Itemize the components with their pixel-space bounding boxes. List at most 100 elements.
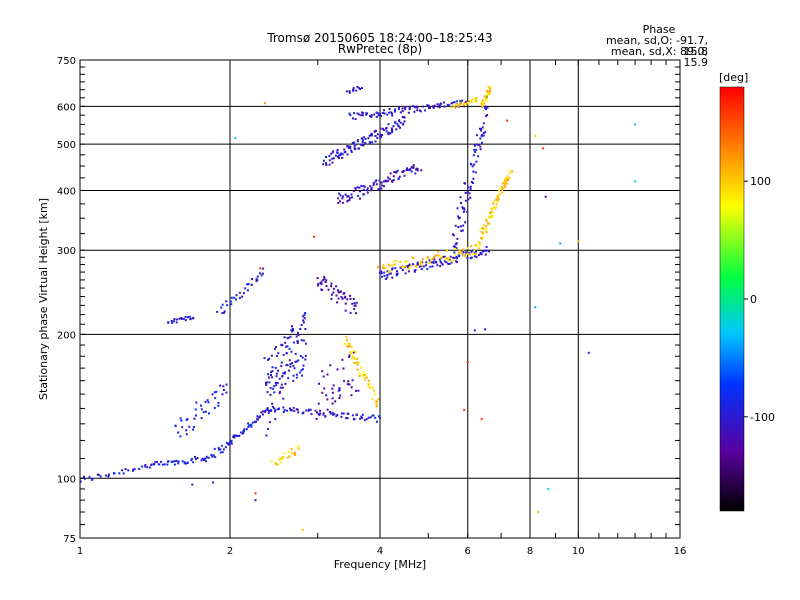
data-point — [375, 403, 378, 406]
data-point — [328, 163, 331, 166]
data-point — [301, 368, 304, 371]
data-point — [414, 264, 417, 267]
data-point — [344, 150, 347, 153]
data-point — [458, 216, 461, 219]
data-point — [350, 149, 353, 152]
data-point — [278, 458, 281, 461]
data-point — [191, 483, 194, 486]
data-point — [279, 457, 282, 460]
data-point — [506, 119, 509, 122]
data-point — [434, 254, 437, 257]
data-point — [391, 130, 394, 133]
data-point — [268, 357, 270, 360]
data-point — [320, 282, 323, 285]
data-point — [385, 180, 388, 183]
data-point — [219, 448, 222, 451]
data-point — [349, 297, 352, 300]
data-point — [335, 415, 338, 418]
data-point — [343, 148, 346, 151]
data-point — [458, 252, 460, 255]
data-point — [442, 255, 445, 258]
data-point — [326, 398, 329, 401]
data-point — [238, 291, 241, 294]
data-point — [322, 412, 325, 415]
data-point — [271, 366, 274, 369]
data-point — [190, 458, 193, 461]
data-point — [473, 248, 476, 251]
data-point — [167, 321, 170, 324]
data-point — [390, 129, 393, 132]
data-point — [386, 270, 389, 273]
data-point — [383, 271, 386, 274]
y-tick-label: 400 — [57, 186, 76, 197]
data-point — [388, 272, 391, 275]
data-point — [435, 261, 438, 264]
data-point — [349, 351, 352, 353]
data-point — [484, 105, 487, 108]
data-point — [266, 391, 269, 394]
data-point — [220, 306, 223, 309]
data-point — [180, 317, 183, 320]
data-point — [332, 291, 335, 294]
data-point — [491, 215, 494, 218]
data-point — [331, 293, 333, 296]
data-point — [501, 191, 504, 194]
data-point — [353, 357, 356, 360]
data-point — [193, 417, 196, 420]
data-point — [229, 300, 232, 303]
data-point — [544, 195, 547, 198]
data-point — [460, 251, 463, 253]
data-point — [280, 383, 283, 386]
data-point — [335, 294, 338, 297]
data-point — [322, 279, 325, 281]
data-point — [336, 149, 339, 151]
data-point — [184, 462, 187, 465]
data-point — [263, 357, 266, 359]
data-point — [307, 408, 310, 411]
data-point — [346, 345, 349, 348]
data-point — [404, 272, 407, 275]
data-point — [266, 427, 269, 430]
data-point — [437, 254, 440, 257]
data-point — [474, 151, 477, 153]
data-point — [338, 192, 341, 195]
data-point — [338, 154, 341, 157]
data-point — [380, 134, 383, 137]
data-point — [401, 110, 404, 112]
data-point — [396, 169, 399, 172]
data-point — [369, 185, 372, 188]
data-point — [341, 201, 344, 204]
data-point — [325, 279, 328, 282]
data-point — [480, 100, 483, 103]
data-point — [376, 136, 379, 139]
data-point — [413, 106, 416, 109]
data-point — [362, 112, 365, 115]
data-point — [454, 253, 457, 256]
data-point — [88, 476, 91, 479]
data-point — [506, 182, 509, 185]
data-point — [181, 460, 184, 463]
data-point — [192, 428, 194, 431]
data-point — [431, 265, 434, 268]
data-point — [352, 298, 355, 300]
data-point — [504, 186, 507, 189]
data-point — [398, 119, 401, 122]
data-point — [108, 473, 110, 476]
data-point — [440, 257, 443, 260]
data-point — [365, 112, 368, 115]
data-point — [457, 215, 460, 218]
data-point — [504, 177, 507, 180]
data-point — [345, 339, 348, 342]
data-point — [282, 353, 285, 356]
data-point — [326, 373, 329, 376]
data-point — [289, 407, 291, 410]
data-point — [486, 95, 488, 98]
data-point — [307, 409, 310, 412]
data-point — [141, 465, 144, 468]
data-point — [481, 231, 484, 234]
data-point — [421, 258, 424, 261]
data-point — [291, 325, 293, 328]
data-point — [334, 400, 337, 403]
data-point — [480, 128, 483, 130]
data-point — [270, 374, 272, 376]
